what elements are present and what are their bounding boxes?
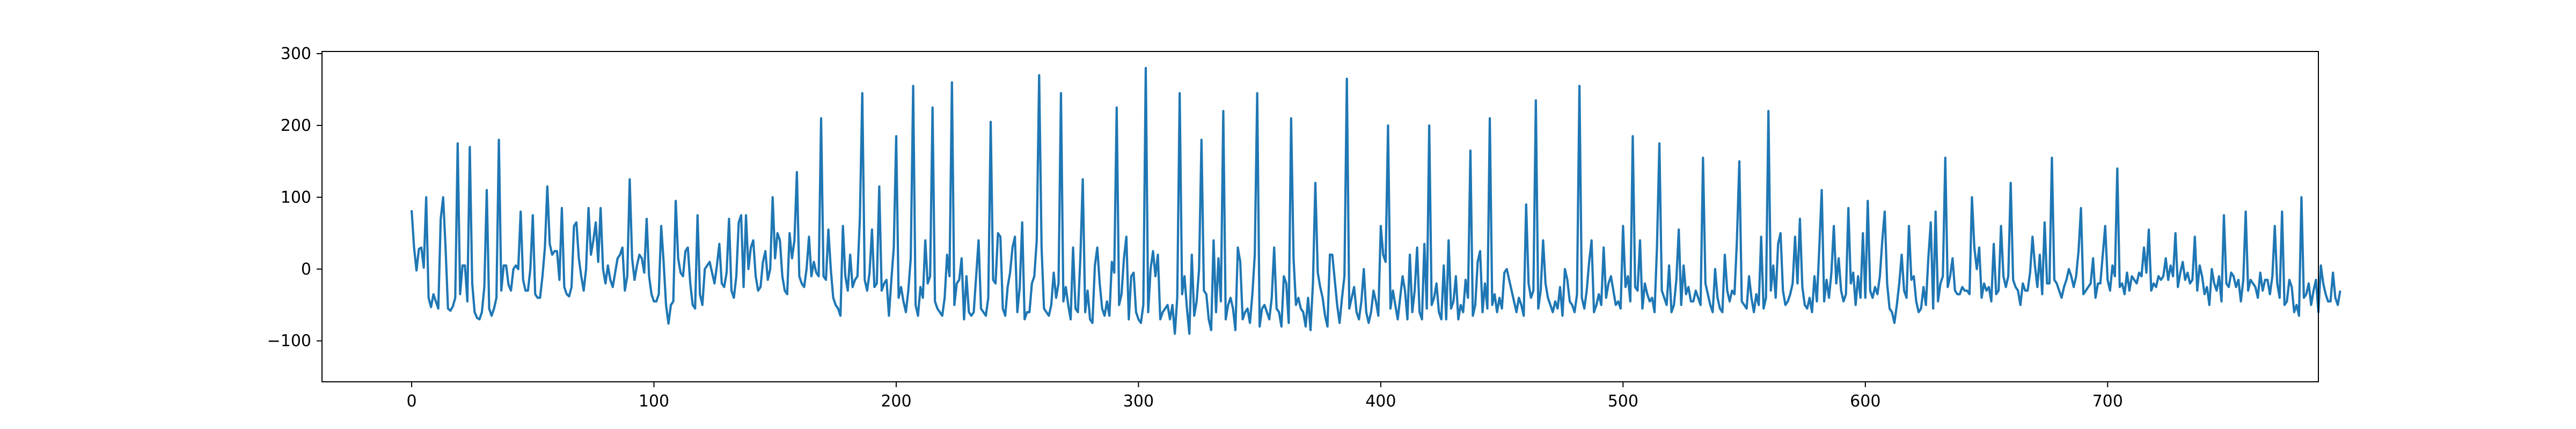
y-tick-label: 0 <box>301 260 311 279</box>
y-tick-label: 200 <box>281 116 311 135</box>
x-tick-label: 700 <box>2092 392 2123 411</box>
series-line-0 <box>410 66 2341 335</box>
y-axis: −100 0 100 200 300 <box>267 45 322 351</box>
x-tick-label: 100 <box>639 392 669 411</box>
y-tick-label: −100 <box>267 332 311 351</box>
plot-layer <box>410 66 2341 335</box>
x-tick-label: 500 <box>1608 392 1638 411</box>
plot-frame <box>321 51 2319 382</box>
x-tick-label: 200 <box>881 392 911 411</box>
x-axis: 0 100 200 300 400 500 600 700 <box>406 382 2123 411</box>
y-tick-label: 100 <box>281 188 311 207</box>
x-tick-label: 0 <box>406 392 416 411</box>
x-tick-label: 400 <box>1365 392 1396 411</box>
x-tick-label: 600 <box>1850 392 1880 411</box>
y-tick-label: 300 <box>281 45 311 63</box>
x-tick-label: 300 <box>1123 392 1154 411</box>
